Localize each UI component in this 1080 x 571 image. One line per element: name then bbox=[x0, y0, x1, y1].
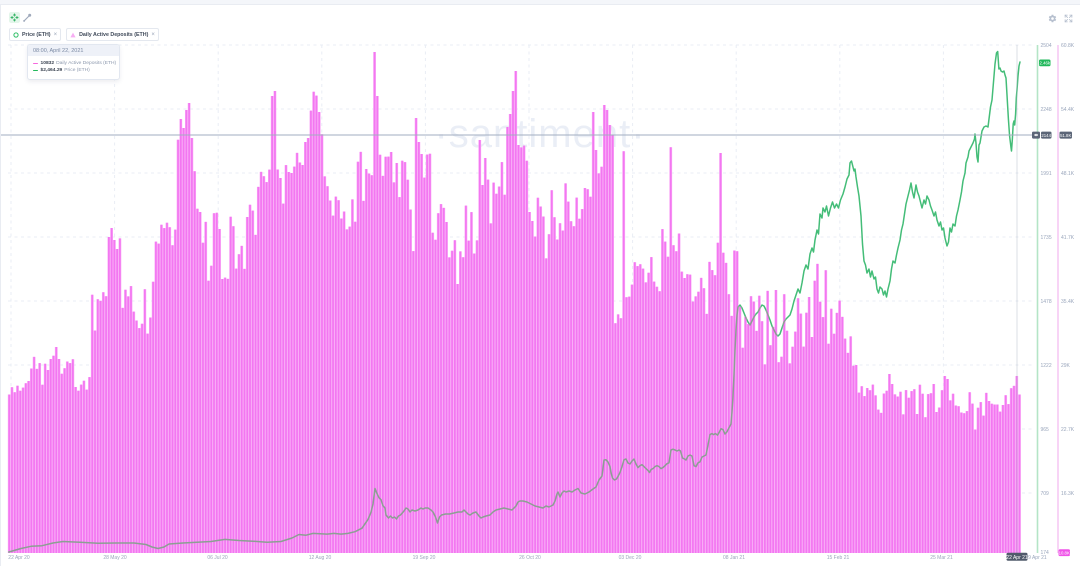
svg-text:709: 709 bbox=[1041, 491, 1050, 497]
svg-text:51.8K: 51.8K bbox=[1060, 133, 1071, 138]
svg-text:1991: 1991 bbox=[1041, 171, 1052, 177]
svg-text:54.4K: 54.4K bbox=[1061, 107, 1075, 113]
svg-text:2.46k: 2.46k bbox=[1040, 61, 1051, 66]
svg-text:1222: 1222 bbox=[1041, 363, 1052, 369]
svg-text:48.1K: 48.1K bbox=[1061, 171, 1075, 177]
svg-text:1478: 1478 bbox=[1041, 299, 1052, 305]
svg-text:03 Dec 20: 03 Dec 20 bbox=[619, 555, 642, 561]
svg-text:41.7K: 41.7K bbox=[1061, 235, 1075, 241]
svg-text:22 Apr 20: 22 Apr 20 bbox=[8, 555, 30, 561]
svg-text:28 May 20: 28 May 20 bbox=[103, 555, 127, 561]
svg-text:12 Aug 20: 12 Aug 20 bbox=[309, 555, 332, 561]
svg-text:174: 174 bbox=[1041, 550, 1050, 556]
svg-text:29 Apr 21: 29 Apr 21 bbox=[1025, 555, 1047, 561]
svg-text:1735: 1735 bbox=[1041, 235, 1052, 241]
svg-text:22 Apr 21: 22 Apr 21 bbox=[1006, 555, 1028, 561]
svg-text:2504: 2504 bbox=[1041, 43, 1052, 49]
svg-text:16.3K: 16.3K bbox=[1061, 491, 1075, 497]
svg-text:26 Oct 20: 26 Oct 20 bbox=[519, 555, 541, 561]
svg-text:15 Feb 21: 15 Feb 21 bbox=[827, 555, 850, 561]
svg-text:2144: 2144 bbox=[1041, 133, 1051, 138]
svg-text:965: 965 bbox=[1041, 427, 1050, 433]
svg-text:25 Mar 21: 25 Mar 21 bbox=[930, 555, 953, 561]
svg-text:22.7K: 22.7K bbox=[1061, 427, 1075, 433]
svg-text:60.8K: 60.8K bbox=[1061, 43, 1075, 49]
svg-text:35.4K: 35.4K bbox=[1061, 299, 1075, 305]
svg-text:08 Jan 21: 08 Jan 21 bbox=[723, 555, 745, 561]
svg-text:2248: 2248 bbox=[1041, 107, 1052, 113]
svg-text:29K: 29K bbox=[1061, 363, 1071, 369]
svg-text:10.8K: 10.8K bbox=[1059, 550, 1070, 555]
svg-text:06 Jul 20: 06 Jul 20 bbox=[207, 555, 228, 561]
svg-text:19 Sep 20: 19 Sep 20 bbox=[413, 555, 436, 561]
